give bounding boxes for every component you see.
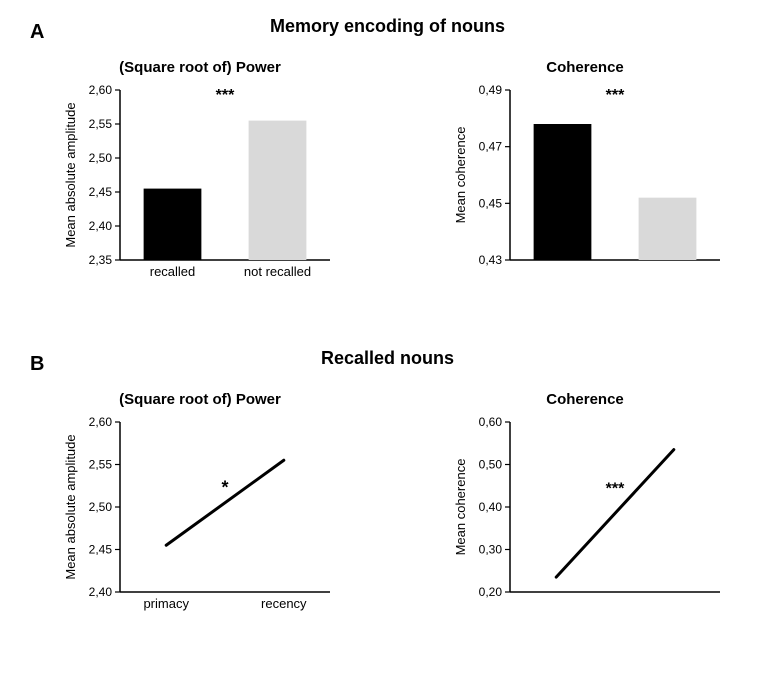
svg-text:2,60: 2,60 <box>89 415 113 429</box>
panel-a-title: Memory encoding of nouns <box>270 16 505 36</box>
panel-b-title: Recalled nouns <box>321 348 454 368</box>
svg-text:0,60: 0,60 <box>479 415 503 429</box>
significance-marker: *** <box>606 87 625 104</box>
significance-marker: *** <box>216 87 235 104</box>
svg-text:2,55: 2,55 <box>89 117 113 131</box>
svg-text:0,30: 0,30 <box>479 543 503 557</box>
significance-marker: * <box>221 477 228 497</box>
y-axis-label: Mean absolute amplitude <box>63 102 78 247</box>
panel-b-power-subtitle: (Square root of) Power <box>119 391 281 408</box>
figure-container: A Memory encoding of nouns (Square root of… <box>0 0 775 683</box>
svg-text:0,50: 0,50 <box>479 458 503 472</box>
svg-text:not recalled: not recalled <box>244 264 311 279</box>
svg-text:0,20: 0,20 <box>479 585 503 599</box>
svg-text:2,45: 2,45 <box>89 185 113 199</box>
svg-text:2,60: 2,60 <box>89 83 113 97</box>
y-axis-label: Mean coherence <box>453 459 468 556</box>
svg-text:2,55: 2,55 <box>89 458 113 472</box>
svg-text:primacy: primacy <box>143 596 189 611</box>
panel-b-letter: B <box>30 353 44 375</box>
panel-a-power-subtitle: (Square root of) Power <box>119 59 281 76</box>
panel-a-coherence-subtitle: Coherence <box>546 59 624 76</box>
significance-marker: *** <box>606 480 625 497</box>
svg-text:2,40: 2,40 <box>89 219 113 233</box>
svg-text:0,43: 0,43 <box>479 253 503 267</box>
svg-text:0,49: 0,49 <box>479 83 503 97</box>
svg-text:2,40: 2,40 <box>89 585 113 599</box>
y-axis-label: Mean coherence <box>453 127 468 224</box>
svg-text:2,35: 2,35 <box>89 253 113 267</box>
panel-a-letter: A <box>30 21 44 43</box>
svg-text:0,40: 0,40 <box>479 500 503 514</box>
panel-b-coherence-subtitle: Coherence <box>546 391 624 408</box>
svg-text:0,47: 0,47 <box>479 140 503 154</box>
y-axis-label: Mean absolute amplitude <box>63 434 78 579</box>
svg-text:recalled: recalled <box>150 264 196 279</box>
svg-text:recency: recency <box>261 596 307 611</box>
svg-text:2,45: 2,45 <box>89 543 113 557</box>
svg-text:2,50: 2,50 <box>89 151 113 165</box>
svg-text:0,45: 0,45 <box>479 196 503 210</box>
figure-svg: A Memory encoding of nouns (Square root of… <box>0 0 775 683</box>
svg-text:2,50: 2,50 <box>89 500 113 514</box>
